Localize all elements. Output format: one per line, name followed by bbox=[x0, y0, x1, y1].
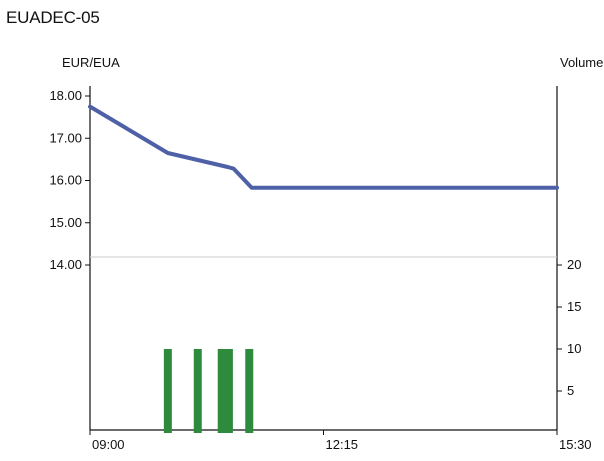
volume-bar bbox=[217, 349, 226, 433]
chart-title: EUADEC-05 bbox=[6, 8, 100, 27]
volume-bar bbox=[193, 349, 202, 433]
volume-bar bbox=[245, 349, 254, 433]
price-tick-label: 17.00 bbox=[49, 130, 82, 145]
volume-tick-label: 20 bbox=[567, 257, 581, 272]
price-tick-label: 16.00 bbox=[49, 173, 82, 188]
volume-bar bbox=[224, 349, 233, 433]
volume-tick-label: 15 bbox=[567, 299, 581, 314]
volume-bars bbox=[163, 349, 254, 433]
price-tick-label: 18.00 bbox=[49, 88, 82, 103]
volume-tick-label: 10 bbox=[567, 341, 581, 356]
time-tick-label: 12:15 bbox=[326, 437, 359, 452]
price-axis-label: EUR/EUA bbox=[62, 55, 120, 70]
tick-labels: 18.00 17.00 16.00 15.00 14.00 20 15 10 5 09:00 12:… bbox=[49, 88, 591, 452]
chart-axes bbox=[85, 86, 562, 435]
time-tick-label: 15:30 bbox=[559, 437, 592, 452]
price-series-line bbox=[88, 104, 559, 190]
price-tick-label: 15.00 bbox=[49, 215, 82, 230]
volume-tick-label: 5 bbox=[567, 383, 574, 398]
volume-axis-label: Volume bbox=[560, 55, 604, 70]
volume-bar bbox=[163, 349, 172, 433]
price-tick-label: 14.00 bbox=[49, 257, 82, 272]
time-tick-label: 09:00 bbox=[92, 437, 125, 452]
price-line bbox=[88, 104, 559, 190]
